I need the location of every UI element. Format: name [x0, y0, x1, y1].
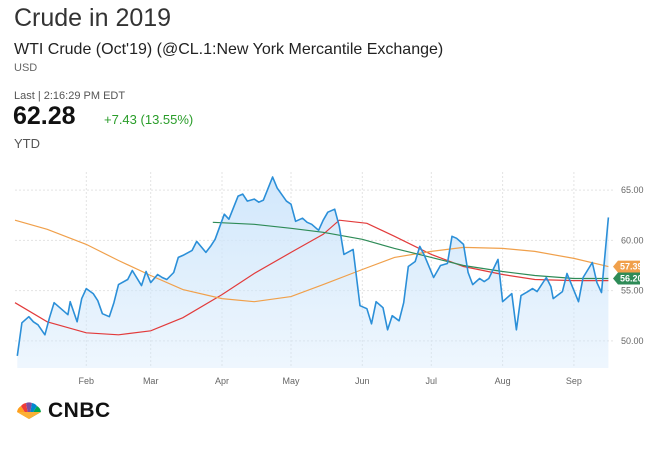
x-tick-label: Jul [426, 376, 438, 386]
price-change: +7.43 (13.55%) [104, 112, 194, 127]
value-tag [613, 260, 640, 273]
x-tick-label: May [282, 376, 300, 386]
y-tick-label: 60.00 [621, 235, 644, 245]
x-tick-label: Sep [566, 376, 582, 386]
currency-label: USD [14, 62, 38, 74]
peacock-icon [17, 402, 41, 419]
value-tag-label: 56.20 [620, 274, 643, 284]
price-chart: 65.00 60.00 55.00 50.00 Feb Mar Apr May Jun Jul Au… [14, 172, 644, 386]
chart-title: Crude in 2019 [14, 4, 172, 32]
last-price: 62.28 [13, 102, 76, 130]
last-update-time: Last | 2:16:29 PM EDT [14, 90, 126, 102]
y-tick-label: 55.00 [621, 286, 644, 296]
x-tick-label: Jun [355, 376, 370, 386]
value-tag [613, 272, 640, 285]
ma-green-line [212, 221, 609, 280]
y-tick-label: 65.00 [621, 185, 644, 195]
brand-name: CNBC [48, 399, 111, 422]
x-tick-label: Feb [79, 376, 95, 386]
ma-red-line [14, 219, 609, 336]
y-tick-label: 50.00 [621, 336, 644, 346]
x-tick-label: Mar [143, 376, 159, 386]
ma-orange-line [14, 219, 609, 303]
price-area [17, 177, 609, 368]
x-tick-label: Apr [215, 376, 229, 386]
value-tag-label: 57.39 [620, 262, 643, 272]
price-line [16, 176, 610, 357]
period-label: YTD [14, 136, 40, 151]
cnbc-logo: CNBC [14, 399, 111, 422]
instrument-name: WTI Crude (Oct'19) (@CL.1:New York Merca… [14, 41, 444, 58]
x-tick-label: Aug [495, 376, 511, 386]
